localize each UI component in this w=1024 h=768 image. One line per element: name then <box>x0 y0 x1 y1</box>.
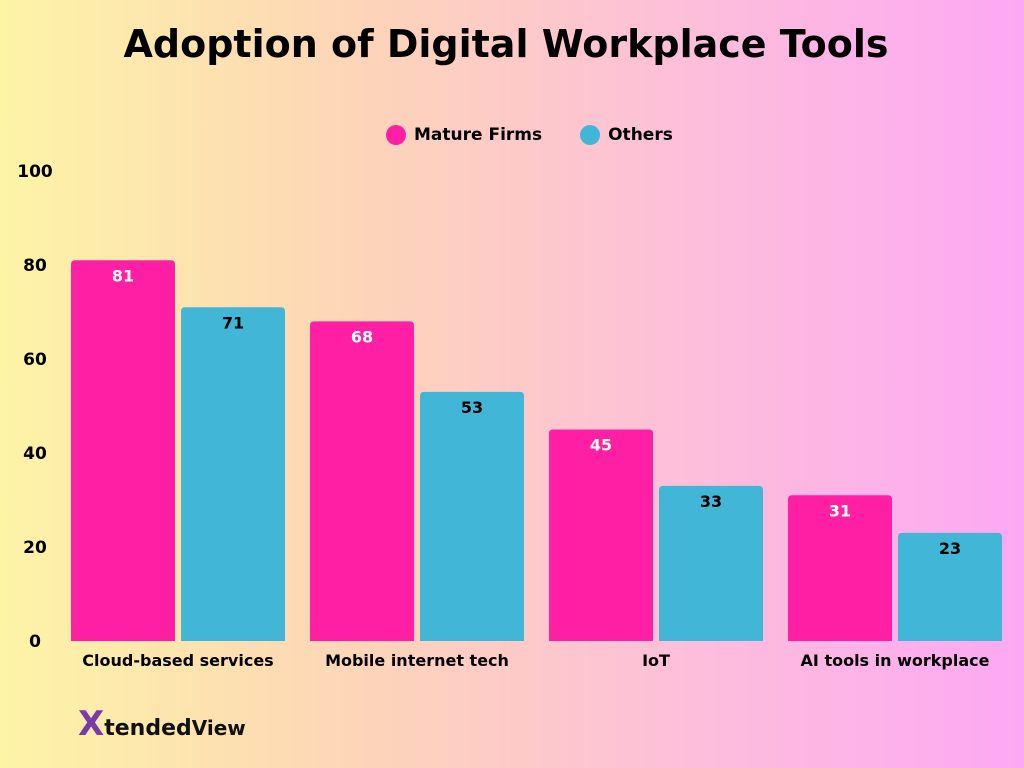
data-label: 23 <box>939 539 961 558</box>
data-label: 31 <box>829 501 851 520</box>
legend-swatch <box>386 125 406 145</box>
bar <box>420 391 524 641</box>
bar <box>659 485 763 641</box>
x-tick-label: Mobile internet tech <box>325 651 509 670</box>
x-tick-label: IoT <box>642 651 670 670</box>
bar <box>788 495 892 641</box>
x-tick-label: AI tools in workplace <box>801 651 990 670</box>
legend-item-mature-firms: Mature Firms <box>386 125 542 145</box>
data-label: 81 <box>112 266 134 285</box>
y-tick-label: 60 <box>23 350 47 370</box>
data-label: 71 <box>222 313 244 332</box>
bar <box>181 307 285 641</box>
y-tick-label: 20 <box>23 538 47 558</box>
data-label: 33 <box>700 492 722 511</box>
legend: Mature Firms Others <box>386 125 673 145</box>
legend-label: Mature Firms <box>414 125 543 145</box>
y-tick-label: 80 <box>23 256 47 276</box>
data-label: 53 <box>461 398 483 417</box>
x-tick-label: Cloud-based services <box>82 651 273 670</box>
bar <box>71 260 175 641</box>
chart-title: Adoption of Digital Workplace Tools <box>123 22 889 66</box>
y-tick-label: 0 <box>29 632 41 652</box>
data-label: 45 <box>590 436 612 455</box>
legend-label: Others <box>608 125 673 145</box>
bar <box>310 321 414 641</box>
legend-item-others: Others <box>580 125 673 145</box>
y-tick-label: 40 <box>23 444 47 464</box>
y-tick-label: 100 <box>17 162 53 182</box>
bar <box>898 532 1002 641</box>
legend-swatch <box>580 125 601 145</box>
xtendedview-logo: XtendedView <box>78 704 246 744</box>
data-label: 68 <box>351 327 373 346</box>
bar <box>549 429 653 641</box>
